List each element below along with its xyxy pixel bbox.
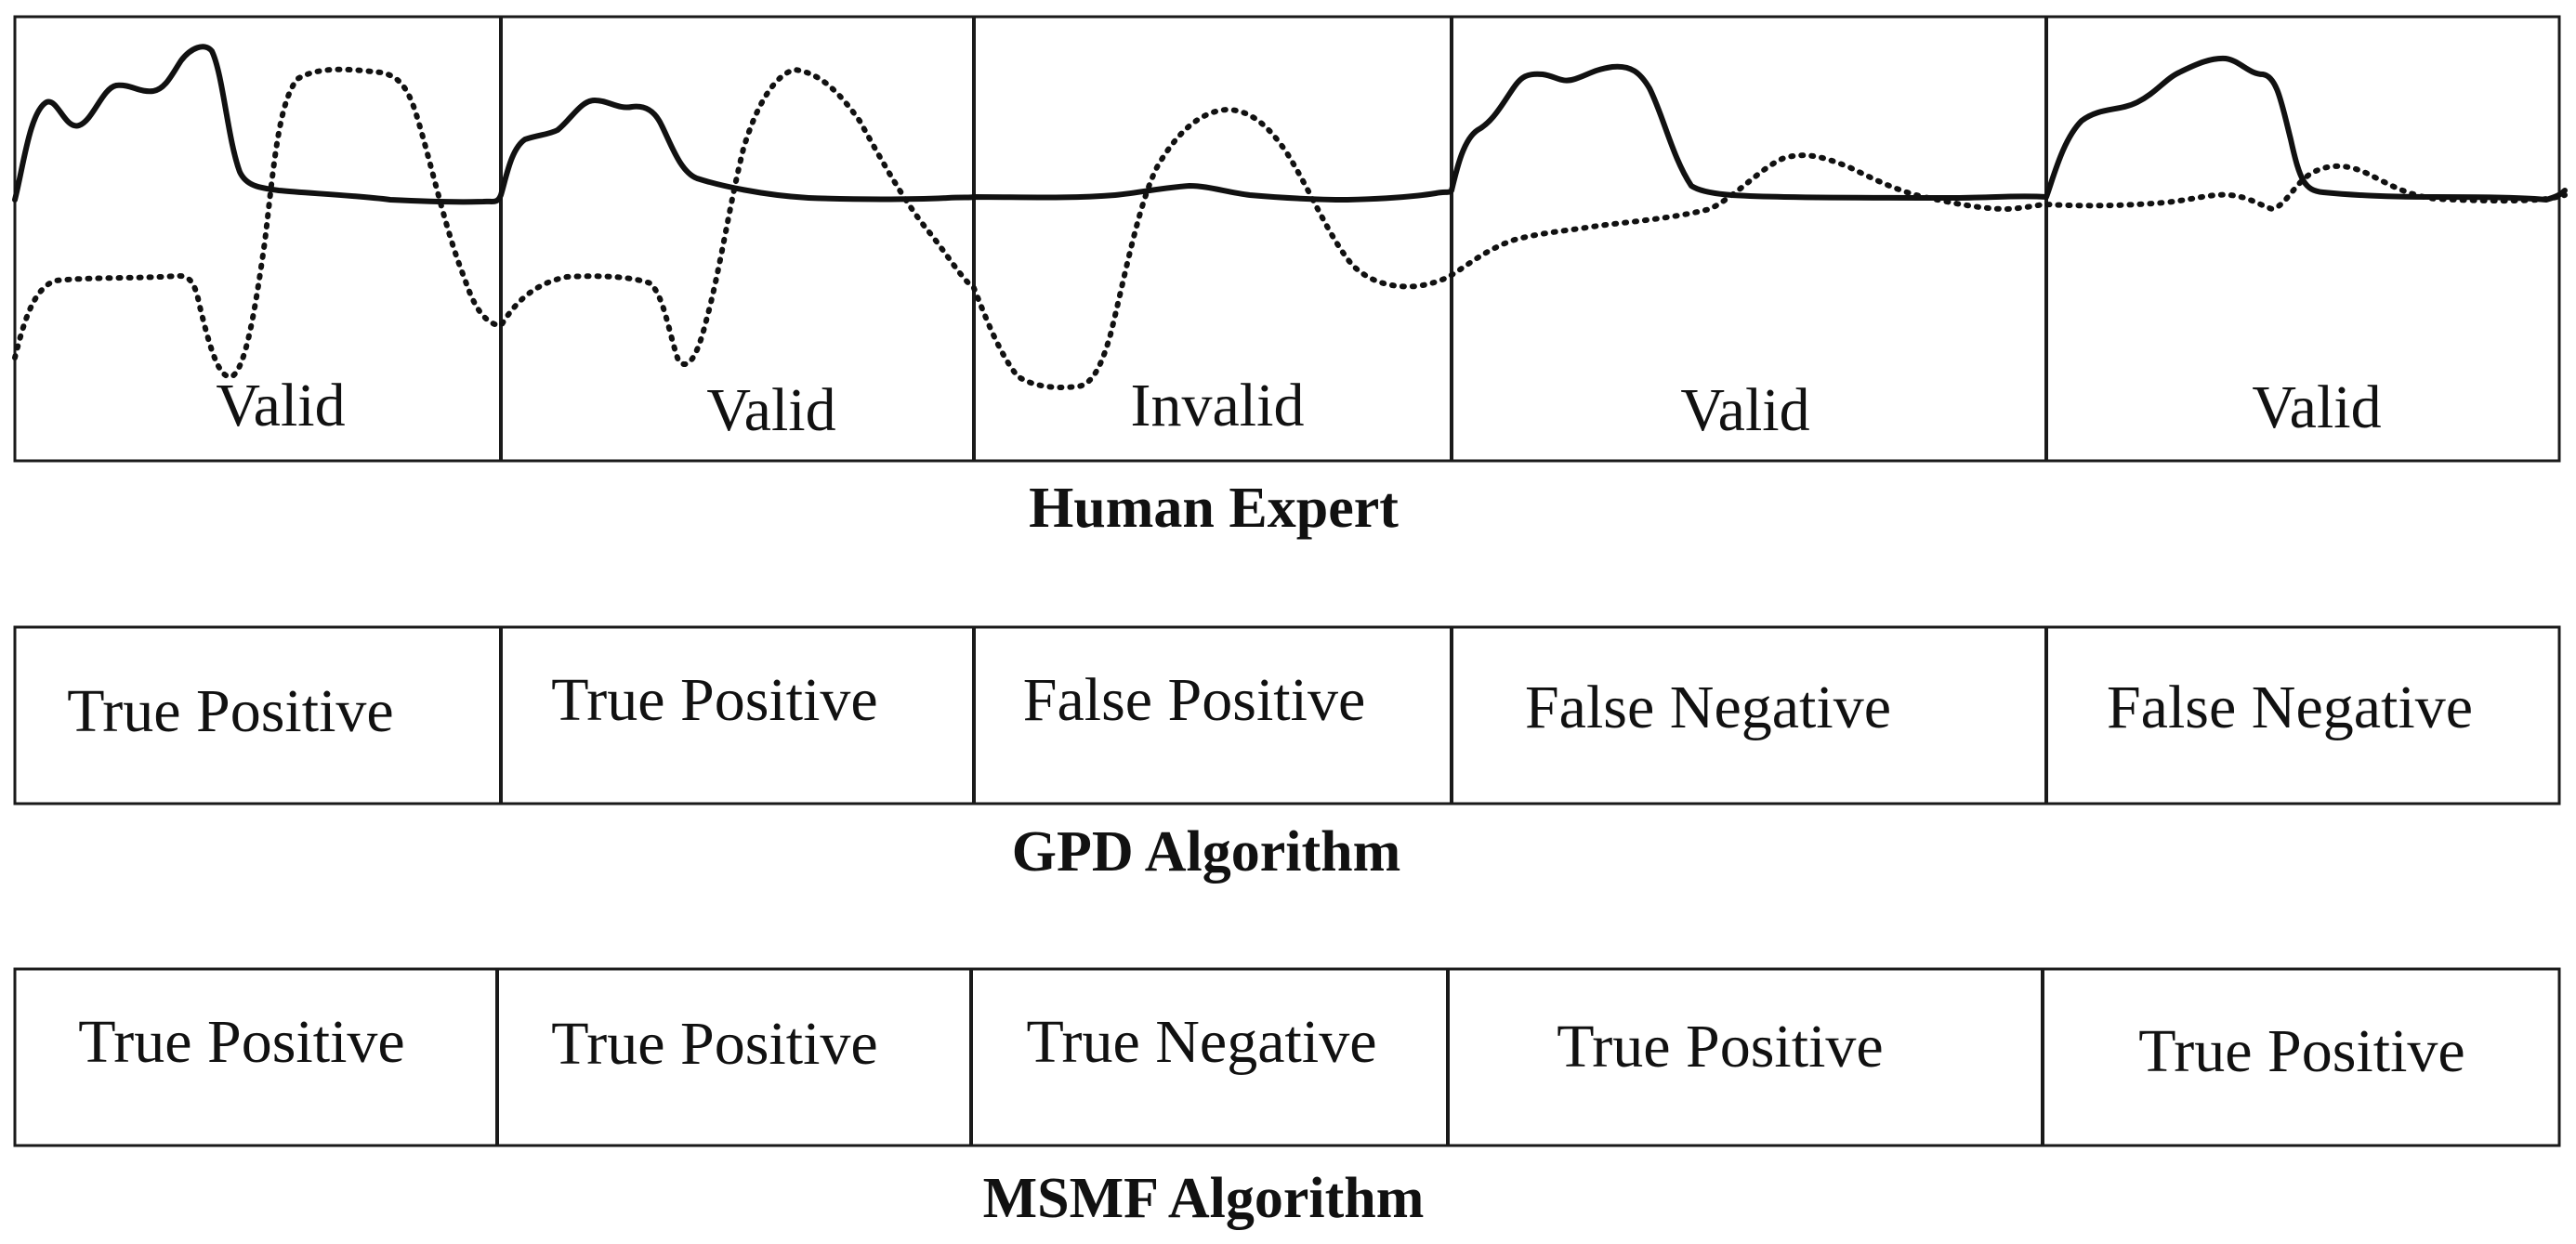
solid-signal-waveform [12,44,2568,205]
msmf-cell-3: True Negative [1027,1008,1377,1076]
msmf-cell-1: True Positive [78,1008,404,1076]
gpd-algorithm-row: True Positive True Positive False Positi… [13,625,2561,884]
expert-label-4: Valid [1680,376,1809,444]
dotted-signal-waveform [12,66,2568,390]
msmf-cell-5: True Positive [2138,1017,2464,1085]
human-expert-frame [13,15,2561,463]
gpd-cell-3: False Positive [1023,666,1366,734]
gpd-cell-1: True Positive [67,677,393,745]
gpd-caption: GPD Algorithm [1012,820,1400,884]
gpd-cell-4: False Negative [1525,674,1891,741]
human-expert-caption: Human Expert [1029,477,1399,540]
expert-label-5: Valid [2252,373,2381,441]
msmf-caption: MSMF Algorithm [983,1167,1425,1230]
human-expert-panel: Valid Valid Invalid Valid Valid Human Ex… [12,15,2568,540]
gpd-cell-2: True Positive [551,666,877,734]
expert-label-2: Valid [706,376,835,444]
msmf-algorithm-row: True Positive True Positive True Negativ… [13,967,2561,1230]
msmf-row-frame [13,967,2561,1147]
gpd-cell-5: False Negative [2107,674,2473,741]
msmf-cell-2: True Positive [551,1010,877,1078]
msmf-cell-4: True Positive [1557,1013,1883,1080]
gpd-row-frame [13,625,2561,805]
expert-label-1: Valid [216,372,345,439]
expert-label-3: Invalid [1131,372,1305,439]
